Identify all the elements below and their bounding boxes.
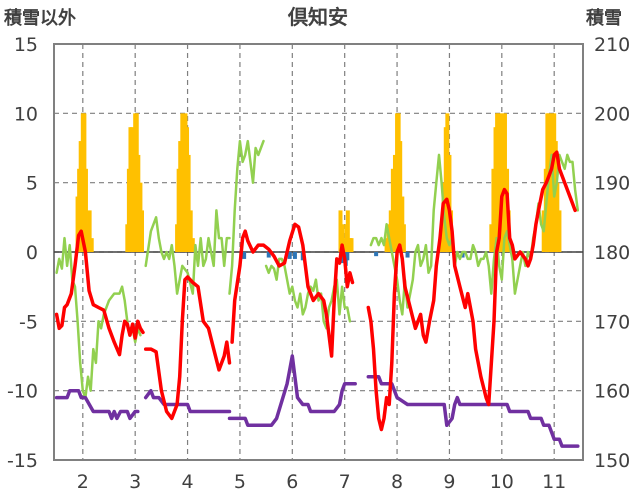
right-tick-label: 160 — [594, 381, 630, 403]
temperature-line — [230, 222, 355, 358]
sunshine-bar — [374, 252, 379, 257]
x-tick-label: 10 — [490, 471, 514, 493]
x-tick-label: 8 — [391, 471, 403, 493]
precip-bar — [502, 113, 507, 252]
left-tick-label: -5 — [19, 311, 38, 333]
left-tick-label: 10 — [14, 103, 38, 125]
x-tick-label: 7 — [339, 471, 351, 493]
right-axis-label: 積雪 — [585, 7, 622, 29]
precip-bar — [136, 154, 141, 252]
precip-bar — [349, 238, 354, 252]
precip-bar — [89, 238, 94, 252]
temperature-line — [143, 275, 232, 421]
x-tick-label: 4 — [182, 471, 194, 493]
left-axis-label: 積雪以外 — [3, 7, 76, 29]
left-tick-label: 15 — [14, 34, 38, 56]
precip-bar — [340, 224, 345, 252]
right-tick-label: 150 — [594, 450, 630, 472]
x-tick-label: 6 — [286, 471, 298, 493]
sunshine-bar — [242, 252, 247, 259]
sunshine-bar — [287, 252, 292, 259]
x-tick-label: 9 — [443, 471, 455, 493]
precip-bar — [139, 210, 144, 252]
precip-bar — [186, 154, 191, 252]
precip-bar — [188, 210, 193, 252]
wind-line — [228, 139, 265, 295]
chart-title: 倶知安 — [287, 5, 348, 29]
snow-depth-line — [227, 354, 357, 428]
precip-bar — [491, 168, 496, 252]
precip-bar — [178, 141, 183, 252]
left-tick-label: -15 — [7, 450, 38, 472]
precip-bar — [190, 238, 195, 252]
precip-bar — [87, 210, 92, 252]
right-tick-label: 210 — [594, 34, 630, 56]
temperature-line — [366, 150, 577, 432]
precip-bar — [392, 154, 397, 252]
precip-bar — [401, 224, 406, 252]
temperature-line — [54, 229, 145, 357]
precip-bar — [555, 182, 560, 252]
sunshine-bar — [345, 252, 350, 261]
snow-depth-line — [54, 388, 140, 421]
line-series — [54, 139, 580, 448]
precip-bar — [445, 113, 450, 252]
axes: 15 10 5 0 -5 -10 -15 210 200 190 180 170 160 150 2 3 4 5 6… — [7, 34, 630, 493]
right-tick-label: 190 — [594, 173, 630, 195]
left-tick-label: -10 — [7, 381, 38, 403]
precip-bar — [557, 210, 562, 252]
right-tick-label: 200 — [594, 103, 630, 125]
precip-bar — [489, 224, 494, 252]
x-tick-label: 11 — [542, 471, 566, 493]
right-tick-label: 170 — [594, 311, 630, 333]
precip-bar — [398, 141, 403, 252]
snow-depth-line — [366, 375, 580, 448]
x-tick-label: 3 — [129, 471, 141, 493]
x-tick-label: 2 — [77, 471, 89, 493]
wind-line — [144, 209, 231, 295]
precip-bar — [384, 238, 389, 252]
precip-bar — [345, 210, 350, 252]
sunshine-bar — [266, 252, 271, 258]
precip-bar — [83, 168, 88, 252]
sunshine-bar — [292, 252, 297, 259]
precip-bar — [390, 168, 395, 252]
precip-bar — [78, 141, 83, 252]
left-tick-label: 0 — [26, 242, 38, 264]
sunshine-bar — [405, 252, 410, 258]
precip-bar — [388, 210, 393, 252]
left-tick-label: 5 — [26, 173, 38, 195]
right-tick-label: 180 — [594, 242, 630, 264]
x-tick-label: 5 — [234, 471, 246, 493]
